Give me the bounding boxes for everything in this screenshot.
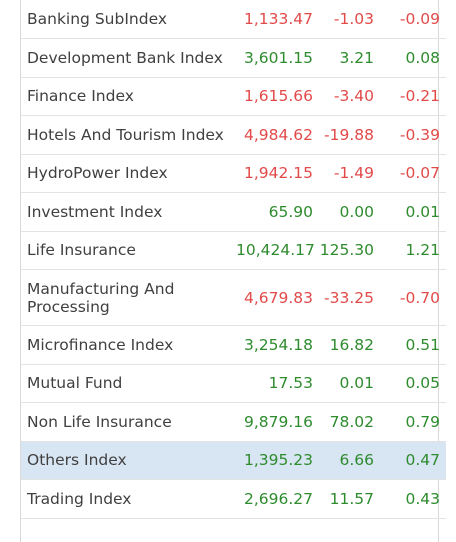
index-change: 3.21 bbox=[313, 38, 374, 78]
index-change: 125.30 bbox=[313, 231, 374, 270]
table-row-manufacturing[interactable]: Manufacturing And Processing 4,679.83 -3… bbox=[21, 269, 446, 326]
index-name: Non Life Insurance bbox=[21, 402, 236, 442]
table-row-mutual-fund[interactable]: Mutual Fund 17.53 0.01 0.05 bbox=[21, 364, 446, 403]
index-change: 0.01 bbox=[313, 364, 374, 403]
index-value: 4,984.62 bbox=[236, 115, 313, 155]
index-change: -33.25 bbox=[313, 269, 374, 326]
table-row-life-insurance[interactable]: Life Insurance 10,424.17 125.30 1.21 bbox=[21, 231, 446, 270]
index-change: -3.40 bbox=[313, 77, 374, 116]
index-percent-change: -0.07 bbox=[374, 154, 446, 193]
index-percent-change: 0.51 bbox=[374, 325, 446, 365]
index-percent-change: 0.08 bbox=[374, 38, 446, 78]
index-value: 1,615.66 bbox=[236, 77, 313, 116]
index-name: Investment Index bbox=[21, 192, 236, 232]
table-row-investment[interactable]: Investment Index 65.90 0.00 0.01 bbox=[21, 192, 446, 232]
index-change: -19.88 bbox=[313, 115, 374, 155]
table-row-banking[interactable]: Banking SubIndex 1,133.47 -1.03 -0.09 bbox=[21, 0, 446, 39]
index-percent-change: -0.39 bbox=[374, 115, 446, 155]
index-change: 0.00 bbox=[313, 192, 374, 232]
index-name: Development Bank Index bbox=[21, 38, 236, 78]
table-row-non-life-insurance[interactable]: Non Life Insurance 9,879.16 78.02 0.79 bbox=[21, 402, 446, 442]
index-name: Microfinance Index bbox=[21, 325, 236, 365]
index-value: 1,395.23 bbox=[236, 441, 313, 480]
index-name: Trading Index bbox=[21, 479, 236, 519]
index-percent-change: 0.05 bbox=[374, 364, 446, 403]
index-value: 3,601.15 bbox=[236, 38, 313, 78]
index-value: 65.90 bbox=[236, 192, 313, 232]
index-name: Hotels And Tourism Index bbox=[21, 115, 236, 155]
index-percent-change: 0.01 bbox=[374, 192, 446, 232]
index-name: HydroPower Index bbox=[21, 154, 236, 193]
index-value: 3,254.18 bbox=[236, 325, 313, 365]
index-name: Finance Index bbox=[21, 77, 236, 116]
table-row-trading[interactable]: Trading Index 2,696.27 11.57 0.43 bbox=[21, 479, 446, 519]
table-row-hydropower[interactable]: HydroPower Index 1,942.15 -1.49 -0.07 bbox=[21, 154, 446, 193]
index-value: 9,879.16 bbox=[236, 402, 313, 442]
index-name: Others Index bbox=[21, 441, 236, 480]
index-value: 2,696.27 bbox=[236, 479, 313, 519]
sub-indices-panel: Banking SubIndex 1,133.47 -1.03 -0.09 De… bbox=[20, 0, 446, 542]
sub-indices-table: Banking SubIndex 1,133.47 -1.03 -0.09 De… bbox=[21, 0, 446, 519]
index-value: 17.53 bbox=[236, 364, 313, 403]
index-percent-change: 1.21 bbox=[374, 231, 446, 270]
index-name: Mutual Fund bbox=[21, 364, 236, 403]
index-change: 16.82 bbox=[313, 325, 374, 365]
index-percent-change: 0.43 bbox=[374, 479, 446, 519]
index-change: 78.02 bbox=[313, 402, 374, 442]
index-percent-change: 0.79 bbox=[374, 402, 446, 442]
index-value: 1,133.47 bbox=[236, 0, 313, 39]
index-change: -1.03 bbox=[313, 0, 374, 39]
table-row-hotels-tourism[interactable]: Hotels And Tourism Index 4,984.62 -19.88… bbox=[21, 115, 446, 155]
index-percent-change: -0.21 bbox=[374, 77, 446, 116]
index-change: 11.57 bbox=[313, 479, 374, 519]
index-name: Manufacturing And Processing bbox=[21, 269, 236, 326]
index-value: 4,679.83 bbox=[236, 269, 313, 326]
index-change: 6.66 bbox=[313, 441, 374, 480]
index-percent-change: -0.70 bbox=[374, 269, 446, 326]
table-row-others[interactable]: Others Index 1,395.23 6.66 0.47 bbox=[21, 441, 446, 480]
index-name: Banking SubIndex bbox=[21, 0, 236, 39]
table-row-finance[interactable]: Finance Index 1,615.66 -3.40 -0.21 bbox=[21, 77, 446, 116]
index-value: 10,424.17 bbox=[236, 231, 315, 270]
index-value: 1,942.15 bbox=[236, 154, 313, 193]
table-row-microfinance[interactable]: Microfinance Index 3,254.18 16.82 0.51 bbox=[21, 325, 446, 365]
index-percent-change: -0.09 bbox=[374, 0, 446, 39]
index-percent-change: 0.47 bbox=[374, 441, 446, 480]
index-name: Life Insurance bbox=[21, 231, 236, 270]
table-row-development-bank[interactable]: Development Bank Index 3,601.15 3.21 0.0… bbox=[21, 38, 446, 78]
index-change: -1.49 bbox=[313, 154, 374, 193]
